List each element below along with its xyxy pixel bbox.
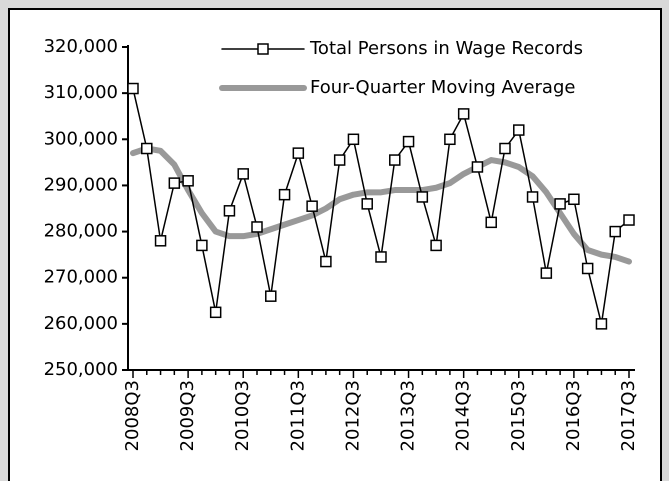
x-tick-label: 2016Q3 — [563, 380, 584, 451]
x-tick-label: 2009Q3 — [177, 380, 198, 451]
x-tick-label: 2014Q3 — [453, 380, 474, 451]
point-marker — [306, 200, 318, 212]
x-tick-label: 2012Q3 — [342, 380, 363, 451]
point-marker — [554, 198, 566, 210]
point-marker — [320, 255, 332, 268]
point-marker — [416, 191, 429, 203]
y-tick-label: 320,000 — [44, 36, 118, 57]
y-tick-label: 300,000 — [44, 128, 118, 149]
y-tick-label: 270,000 — [44, 267, 118, 288]
point-marker — [623, 214, 635, 226]
point-marker — [209, 306, 222, 319]
point-marker — [223, 205, 236, 217]
x-tick-label: 2011Q3 — [287, 380, 308, 451]
y-tick-label: 250,000 — [44, 359, 118, 380]
point-marker — [237, 168, 249, 180]
x-tick-label: 2015Q3 — [508, 380, 529, 451]
x-tick-label: 2010Q3 — [232, 380, 253, 451]
x-tick-label: 2013Q3 — [398, 380, 419, 451]
point-marker — [471, 161, 484, 173]
point-marker — [526, 191, 539, 203]
x-tick-label: 2008Q3 — [122, 380, 143, 451]
y-tick-label: 290,000 — [44, 174, 118, 195]
legend-label: Four-Quarter Moving Average — [310, 77, 575, 98]
y-tick-label: 280,000 — [44, 221, 118, 242]
point-marker — [485, 216, 497, 229]
point-marker — [168, 177, 181, 189]
point-marker — [568, 193, 580, 206]
point-marker — [444, 133, 456, 146]
point-marker — [278, 188, 291, 201]
point-marker — [389, 154, 401, 166]
point-marker — [402, 135, 415, 148]
point-marker — [141, 142, 153, 155]
y-tick-label: 310,000 — [44, 82, 118, 103]
point-marker — [457, 108, 470, 120]
point-marker — [375, 251, 387, 263]
point-marker — [595, 318, 608, 330]
point-marker — [540, 267, 553, 279]
series-line — [130, 145, 632, 265]
point-marker — [361, 198, 373, 210]
point-marker — [609, 225, 621, 238]
point-marker — [292, 147, 305, 159]
x-tick-label: 2017Q3 — [618, 380, 639, 451]
legend-label: Total Persons in Wage Records — [309, 38, 583, 59]
point-marker — [347, 133, 360, 146]
point-marker — [513, 124, 525, 136]
point-marker — [581, 262, 594, 275]
point-marker — [196, 239, 208, 252]
y-tick-label: 260,000 — [44, 313, 118, 334]
point-marker — [499, 142, 511, 155]
point-marker — [251, 221, 263, 233]
point-marker — [265, 290, 277, 302]
point-marker — [430, 239, 442, 252]
point-marker — [127, 82, 139, 95]
point-marker — [154, 235, 167, 247]
point-marker — [182, 175, 194, 187]
legend-marker — [257, 43, 269, 55]
point-marker — [333, 154, 346, 166]
